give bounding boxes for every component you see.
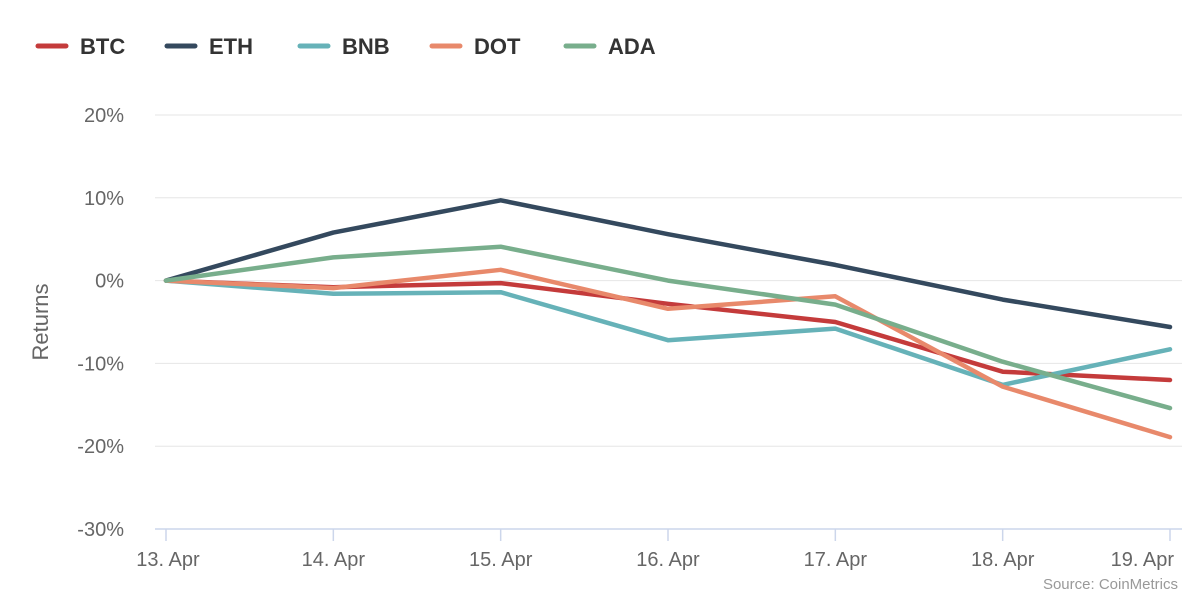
series-line-eth [163, 198, 1173, 330]
y-tick-label: -20% [77, 436, 124, 458]
legend-label-eth[interactable]: ETH [209, 34, 253, 59]
series-line-dot [163, 267, 1173, 440]
y-axis-title: Returns [28, 283, 53, 360]
x-axis: 13. Apr 14. Apr 15. Apr 16. Apr 17. Apr 18. A… [136, 528, 1182, 571]
y-tick-label: 10% [84, 188, 124, 210]
legend-label-bnb[interactable]: BNB [342, 34, 390, 59]
series-lines [163, 198, 1173, 440]
y-tick-label: 0% [95, 271, 124, 293]
legend-label-btc[interactable]: BTC [80, 34, 125, 59]
x-tick-label: 18. Apr [971, 549, 1035, 571]
legend: BTC ETH BNB DOT ADA [35, 34, 656, 59]
y-axis-ticks: 20% 10% 0% -10% -20% -30% [77, 105, 124, 541]
x-tick-label: 15. Apr [469, 549, 533, 571]
x-tick-label: 14. Apr [302, 549, 366, 571]
y-tick-label: -30% [77, 519, 124, 541]
x-tick-label: 16. Apr [636, 549, 700, 571]
legend-label-ada[interactable]: ADA [608, 34, 656, 59]
y-tick-label: 20% [84, 105, 124, 127]
x-tick-label: 17. Apr [804, 549, 868, 571]
source-credit: Source: CoinMetrics [1043, 576, 1178, 593]
x-tick-label: 19. Apr [1111, 549, 1175, 571]
y-tick-label: -10% [77, 353, 124, 375]
x-tick-label: 13. Apr [136, 549, 200, 571]
legend-label-dot[interactable]: DOT [474, 34, 521, 59]
series-line-ada [163, 244, 1173, 411]
series-line-bnb [163, 278, 1173, 388]
